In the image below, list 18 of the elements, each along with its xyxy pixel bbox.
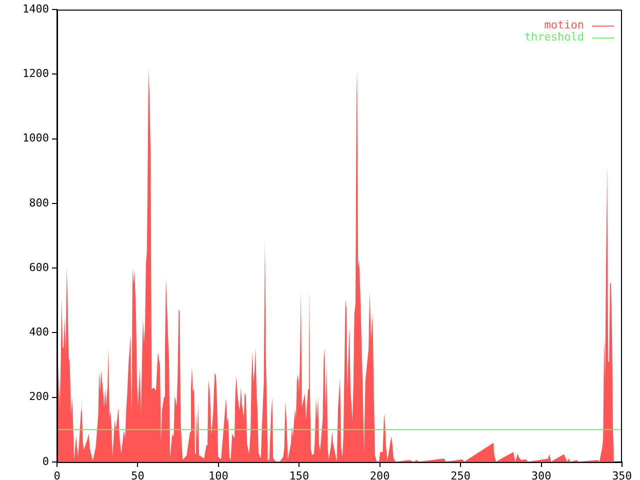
- x-tick-label: 150: [289, 469, 310, 480]
- legend-label: threshold: [524, 30, 584, 44]
- x-tick-label: 100: [208, 469, 228, 480]
- x-tick-label: 200: [370, 469, 390, 480]
- y-tick-label: 200: [29, 390, 49, 404]
- y-tick-label: 1400: [22, 2, 49, 16]
- x-tick-label: 350: [612, 469, 632, 480]
- x-tick-label: 300: [531, 469, 552, 480]
- x-tick-label: 50: [131, 469, 144, 480]
- y-tick-label: 1000: [22, 132, 49, 145]
- legend-label: motion: [544, 18, 584, 32]
- y-tick-label: 0: [42, 454, 49, 468]
- x-tick-label: 250: [450, 469, 471, 480]
- y-tick-label: 800: [29, 196, 49, 210]
- x-tick-label: 0: [54, 469, 60, 480]
- y-tick-label: 1200: [22, 67, 49, 80]
- y-tick-label: 600: [29, 260, 49, 274]
- y-tick-label: 400: [29, 326, 49, 339]
